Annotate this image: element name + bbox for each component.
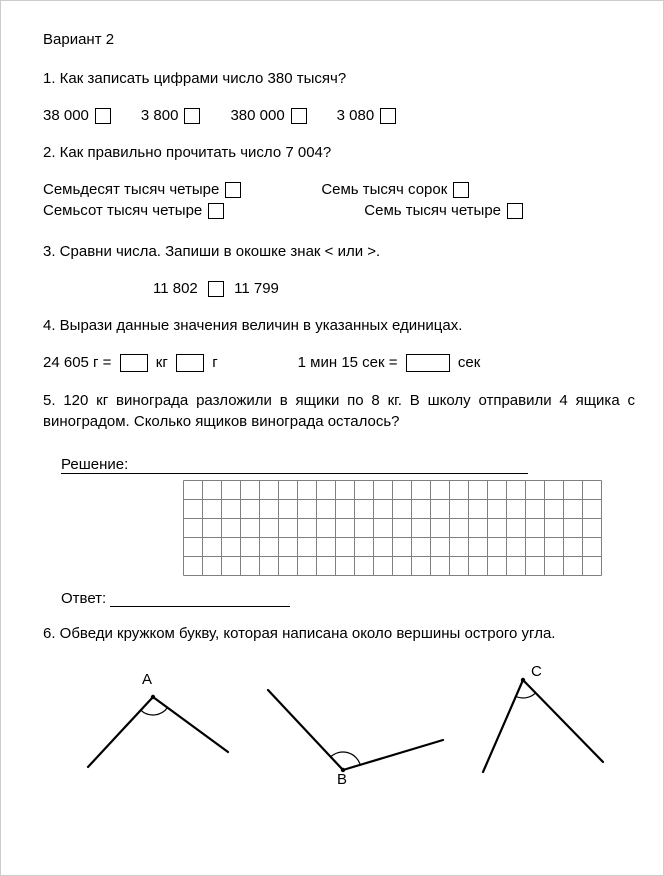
q2-options: Семьдесят тысяч четыре Семь тысяч сорок … (43, 181, 635, 223)
option-label: 3 800 (141, 107, 179, 124)
solution-label: Решение: (61, 456, 528, 474)
q3-compare: 11 802 11 799 (43, 280, 635, 297)
answer-label: Ответ: (61, 590, 106, 607)
q4-part-b: 1 мин 15 сек = сек (298, 354, 481, 372)
work-grid[interactable] (43, 480, 635, 580)
q1-option: 3 080 (337, 107, 397, 124)
answer-line: Ответ: (61, 590, 635, 607)
input-box[interactable] (406, 354, 450, 372)
q1-option: 380 000 (230, 107, 306, 124)
grid-svg (183, 480, 602, 576)
compare-left: 11 802 (153, 280, 198, 297)
compare-right: 11 799 (234, 280, 279, 297)
worksheet-page: Вариант 2 1. Как записать цифрами число … (0, 0, 664, 876)
angles-figure: A B C (43, 662, 635, 802)
option-label: 380 000 (230, 107, 284, 124)
question-6: 6. Обведи кружком букву, которая написан… (43, 623, 635, 644)
option-label: 38 000 (43, 107, 89, 124)
question-5: 5. 120 кг винограда разложили в ящики по… (43, 390, 635, 432)
q1-option: 3 800 (141, 107, 201, 124)
checkbox[interactable] (184, 108, 200, 124)
q2-option: Семь тысяч сорок (321, 181, 469, 198)
input-box[interactable] (120, 354, 148, 372)
option-label: Семь тысяч четыре (364, 202, 501, 219)
q2-option: Семьсот тысяч четыре (43, 202, 224, 219)
q1-option: 38 000 (43, 107, 111, 124)
answer-blank[interactable] (110, 606, 290, 607)
question-2: 2. Как правильно прочитать число 7 004? (43, 142, 635, 163)
q4-part-a: 24 605 г = кг г (43, 354, 218, 372)
option-label: Семьсот тысяч четыре (43, 202, 202, 219)
checkbox[interactable] (208, 203, 224, 219)
option-label: 3 080 (337, 107, 375, 124)
q2-option: Семь тысяч четыре (364, 202, 523, 219)
unit-label: сек (458, 354, 480, 371)
checkbox[interactable] (291, 108, 307, 124)
unit-label: г (212, 354, 217, 371)
option-label: Семь тысяч сорок (321, 181, 447, 198)
checkbox[interactable] (507, 203, 523, 219)
q4a-lhs: 24 605 г = (43, 354, 111, 371)
option-label: Семьдесят тысяч четыре (43, 181, 219, 198)
question-4: 4. Вырази данные значения величин в указ… (43, 315, 635, 336)
variant-title: Вариант 2 (43, 31, 635, 48)
checkbox[interactable] (453, 182, 469, 198)
svg-text:A: A (142, 671, 152, 688)
q2-option: Семьдесят тысяч четыре (43, 181, 241, 198)
checkbox[interactable] (95, 108, 111, 124)
q4-units: 24 605 г = кг г 1 мин 15 сек = сек (43, 354, 635, 372)
angles-svg: A B C (43, 662, 633, 797)
q4b-lhs: 1 мин 15 сек = (298, 354, 398, 371)
checkbox[interactable] (225, 182, 241, 198)
compare-box[interactable] (208, 281, 224, 297)
svg-text:B: B (337, 771, 347, 788)
input-box[interactable] (176, 354, 204, 372)
question-3: 3. Сравни числа. Запиши в окошке знак < … (43, 241, 635, 262)
checkbox[interactable] (380, 108, 396, 124)
unit-label: кг (156, 354, 168, 371)
question-1: 1. Как записать цифрами число 380 тысяч? (43, 68, 635, 89)
q1-options: 38 000 3 800 380 000 3 080 (43, 107, 635, 124)
svg-text:C: C (531, 663, 542, 680)
